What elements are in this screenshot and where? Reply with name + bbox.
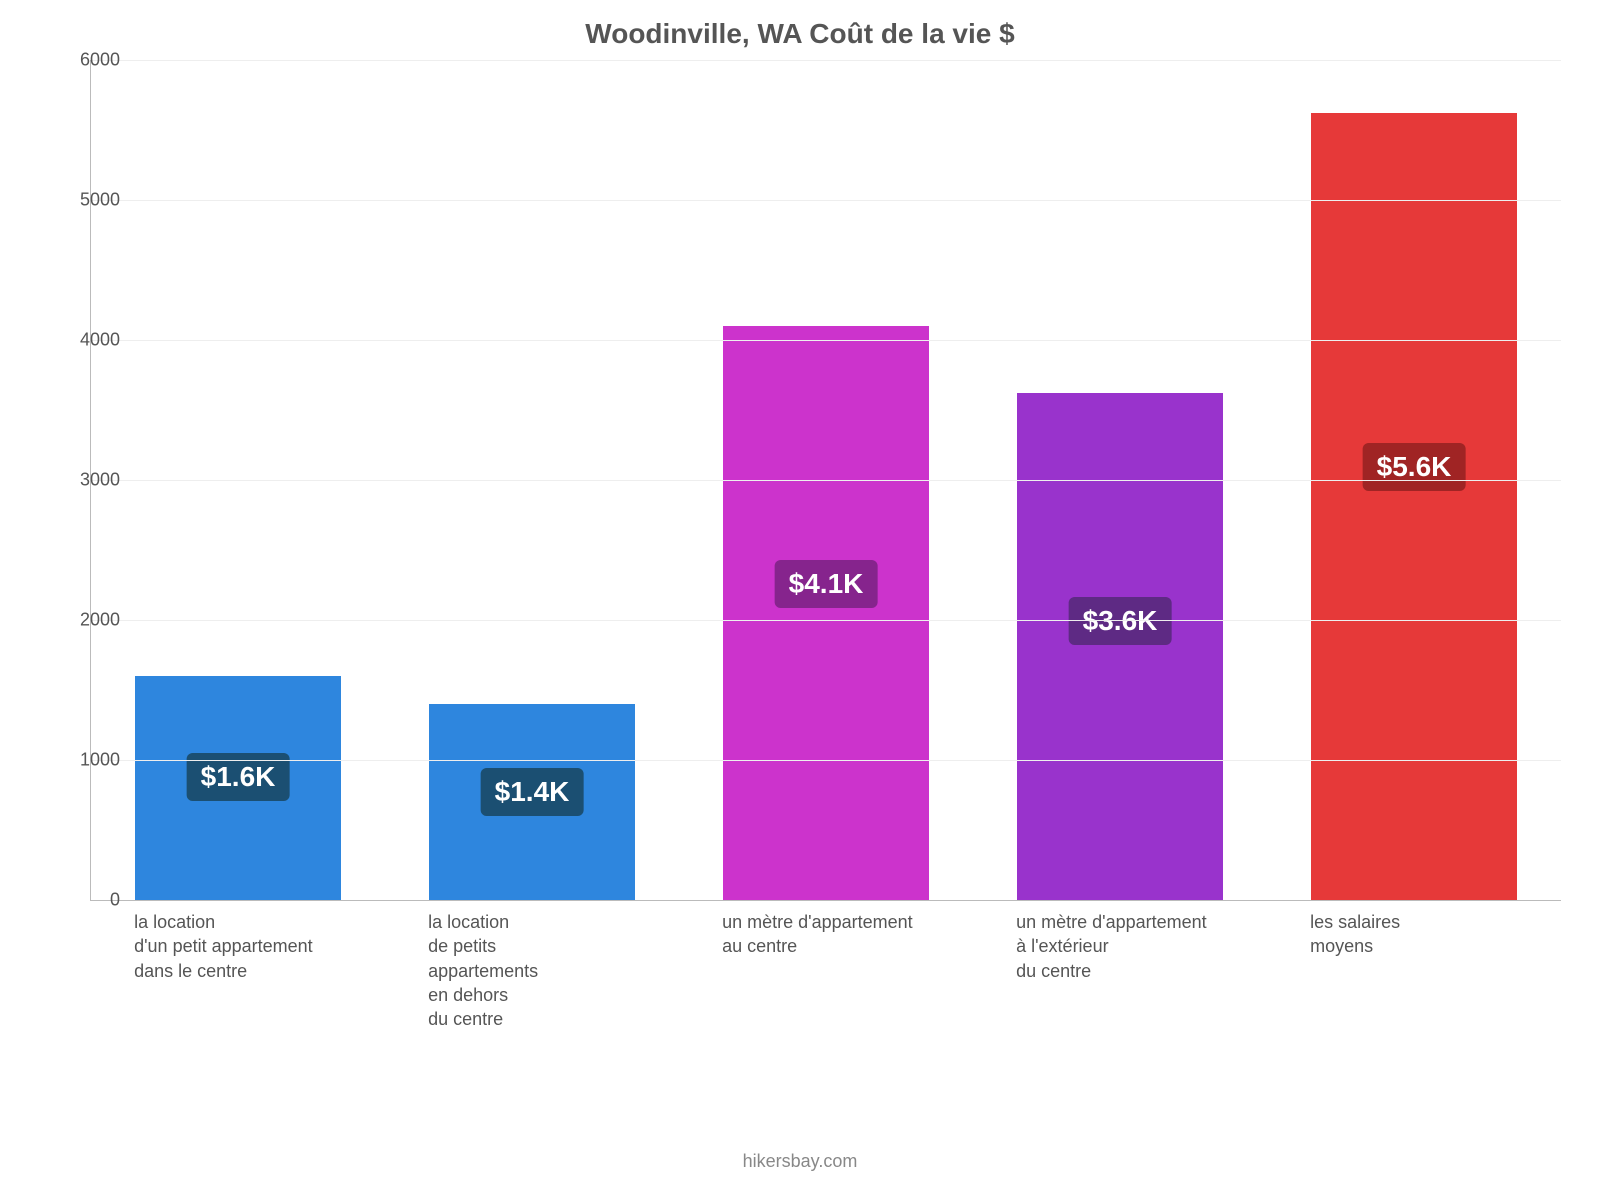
bar [1311, 113, 1517, 900]
bar-value-label: $1.4K [481, 768, 584, 816]
y-tick-label: 4000 [50, 330, 120, 351]
x-axis-label: la location d'un petit appartement dans … [134, 910, 380, 983]
y-tick-label: 6000 [50, 50, 120, 71]
y-tick-label: 3000 [50, 470, 120, 491]
bar [1017, 393, 1223, 900]
x-axis-label: un mètre d'appartement au centre [722, 910, 968, 959]
y-tick-label: 5000 [50, 190, 120, 211]
chart-container: Woodinville, WA Coût de la vie $ $1.6K$1… [0, 0, 1600, 1200]
grid-line [91, 60, 1561, 61]
grid-line [91, 340, 1561, 341]
x-axis-label: les salaires moyens [1310, 910, 1556, 959]
grid-line [91, 760, 1561, 761]
plot-area: $1.6K$1.4K$4.1K$3.6K$5.6K [90, 60, 1561, 901]
y-tick-label: 2000 [50, 610, 120, 631]
grid-line [91, 620, 1561, 621]
grid-line [91, 200, 1561, 201]
grid-line [91, 480, 1561, 481]
attribution-text: hikersbay.com [0, 1151, 1600, 1172]
x-axis-label: la location de petits appartements en de… [428, 910, 674, 1031]
bar-value-label: $3.6K [1069, 597, 1172, 645]
bar-value-label: $5.6K [1363, 443, 1466, 491]
y-tick-label: 1000 [50, 750, 120, 771]
y-tick-label: 0 [50, 890, 120, 911]
bar-value-label: $4.1K [775, 560, 878, 608]
x-axis-label: un mètre d'appartement à l'extérieur du … [1016, 910, 1262, 983]
chart-title: Woodinville, WA Coût de la vie $ [0, 18, 1600, 50]
bar [723, 326, 929, 900]
